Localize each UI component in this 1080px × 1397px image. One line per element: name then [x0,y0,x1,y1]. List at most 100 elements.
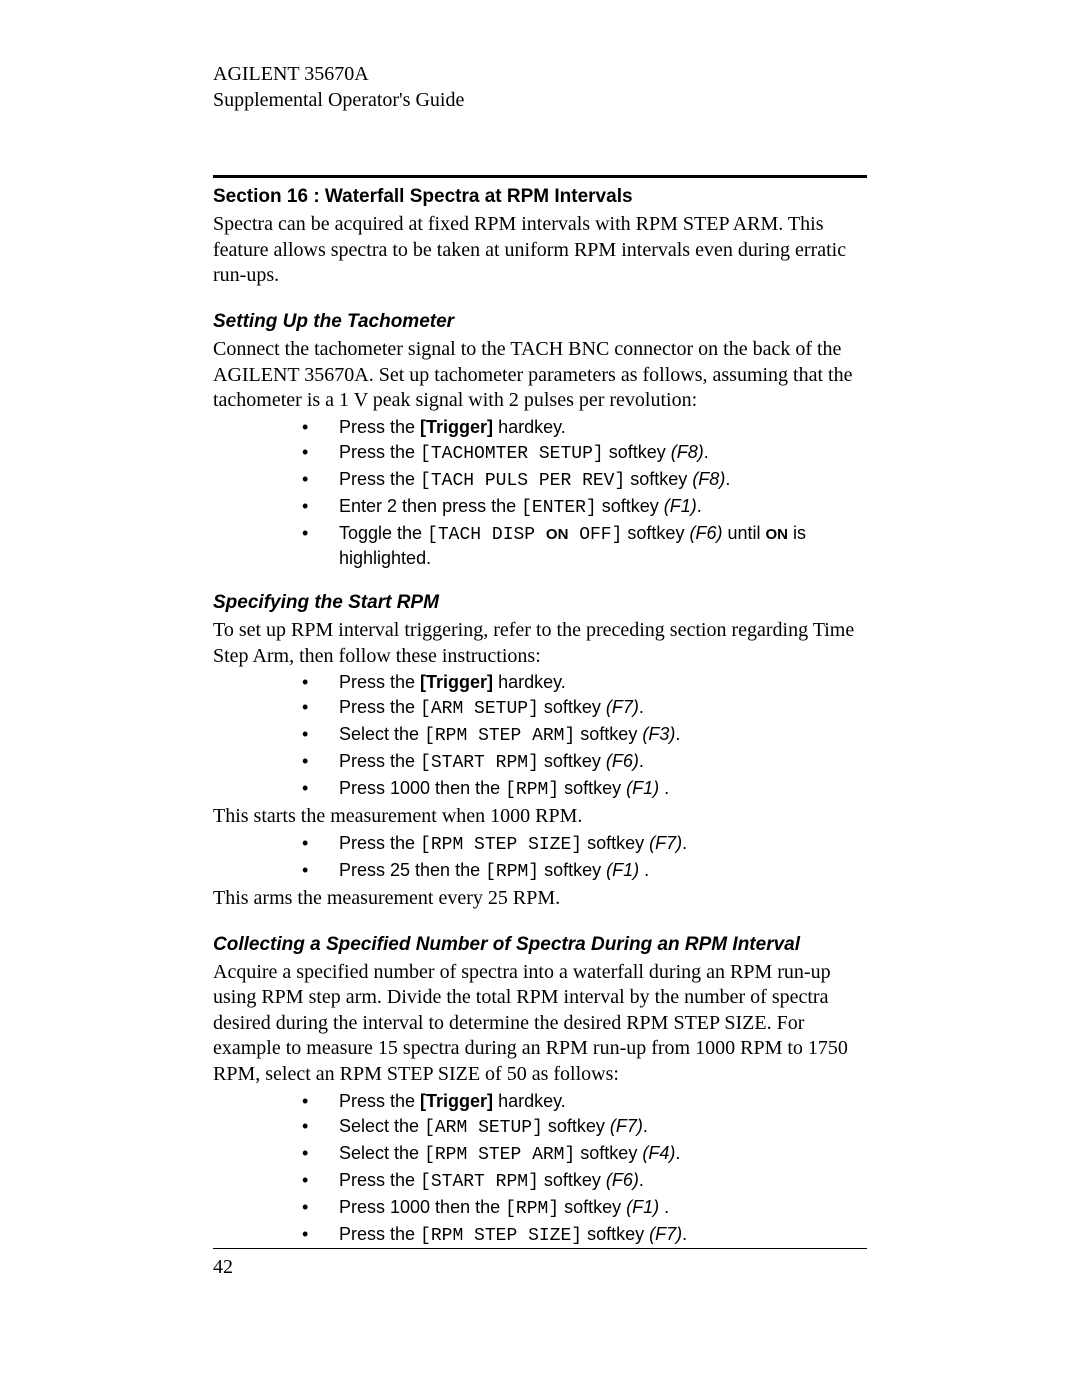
softkey: [RPM STEP SIZE] [420,1226,582,1246]
fkey: (F7) [649,1224,682,1244]
softkey: [RPM] [505,780,559,800]
step-item: Select the [ARM SETUP] softkey (F7). [339,1115,867,1140]
step-text: . [697,496,702,516]
step-text: Press 1000 then the [339,1197,505,1217]
hardkey: [Trigger] [420,672,493,692]
softkey: [ARM SETUP] [424,1118,543,1138]
subsection-title-collecting: Collecting a Specified Number of Spectra… [213,934,867,956]
step-item: Enter 2 then press the [ENTER] softkey (… [339,495,867,520]
steps-start-rpm-b: Press the [RPM STEP SIZE] softkey (F7). … [213,832,867,884]
step-item: Toggle the [TACH DISP ON OFF] softkey (F… [339,522,867,570]
section-title: Section 16 : Waterfall Spectra at RPM In… [213,186,867,208]
softkey: [RPM STEP ARM] [424,726,575,746]
step-text: . [704,442,709,462]
step-text: Toggle the [339,523,427,543]
page-header: AGILENT 35670A Supplemental Operator's G… [213,62,867,113]
step-item: Press 1000 then the [RPM] softkey (F1) . [339,777,867,802]
subsection-title-start-rpm: Specifying the Start RPM [213,592,867,614]
step-text: . [659,778,669,798]
step-item: Press 25 then the [RPM] softkey (F1) . [339,859,867,884]
step-text: softkey [539,1170,606,1190]
hardkey: [Trigger] [420,417,493,437]
step-text: Press the [339,1170,420,1190]
fkey: (F1) [606,860,639,880]
step-item: Select the [RPM STEP ARM] softkey (F4). [339,1142,867,1167]
step-text: Press the [339,697,420,717]
step-text: softkey [575,724,642,744]
steps-collecting: Press the [Trigger] hardkey. Select the … [213,1090,867,1248]
step-item: Press the [TACHOMTER SETUP] softkey (F8)… [339,441,867,466]
step-text: softkey [582,1224,649,1244]
step-text: Press the [339,833,420,853]
step-item: Press the [Trigger] hardkey. [339,416,867,439]
fkey: (F6) [606,751,639,771]
step-text: softkey [543,1116,610,1136]
step-text: Press the [339,442,420,462]
step-text: Enter 2 then press the [339,496,521,516]
step-text: . [639,1170,644,1190]
step-text: Select the [339,724,424,744]
step-text: Press 1000 then the [339,778,505,798]
step-text: softkey [582,833,649,853]
step-item: Press the [START RPM] softkey (F6). [339,750,867,775]
softkey: [START RPM] [420,753,539,773]
step-text: softkey [622,523,689,543]
horizontal-rule-top [213,175,867,178]
fkey: (F6) [606,1170,639,1190]
softkey: [ENTER] [521,498,597,518]
fkey: (F1) [664,496,697,516]
state-on: ON [765,526,788,543]
step-item: Press the [ARM SETUP] softkey (F7). [339,696,867,721]
horizontal-rule-bottom [213,1248,867,1249]
step-text: softkey [559,778,626,798]
fkey: (F4) [642,1143,675,1163]
step-text: Press the [339,672,420,692]
state-on: ON [546,526,569,543]
fkey: (F1) [626,1197,659,1217]
step-text: . [639,697,644,717]
step-text: . [639,751,644,771]
step-text: Press the [339,1224,420,1244]
fkey: (F8) [671,442,704,462]
section-intro: Spectra can be acquired at fixed RPM int… [213,212,867,289]
softkey: [RPM] [505,1199,559,1219]
fkey: (F7) [649,833,682,853]
step-text: until [722,523,765,543]
step-text: Press the [339,417,420,437]
fkey: (F6) [689,523,722,543]
step-text: hardkey. [493,1091,566,1111]
step-text: . [675,1143,680,1163]
step-text: hardkey. [493,672,566,692]
step-text: softkey [539,751,606,771]
softkey: [ARM SETUP] [420,699,539,719]
document-page: AGILENT 35670A Supplemental Operator's G… [0,0,1080,1397]
fkey: (F7) [610,1116,643,1136]
step-text: hardkey. [493,417,566,437]
step-text: . [682,833,687,853]
step-item: Press the [TACH PULS PER REV] softkey (F… [339,468,867,493]
subsection-intro-collecting: Acquire a specified number of spectra in… [213,960,867,1088]
step-item: Press the [Trigger] hardkey. [339,1090,867,1113]
step-text: . [675,724,680,744]
softkey: OFF] [568,525,622,545]
step-text: . [639,860,649,880]
step-text: Press the [339,469,420,489]
step-item: Press the [RPM STEP SIZE] softkey (F7). [339,1223,867,1248]
steps-tachometer: Press the [Trigger] hardkey. Press the [… [213,416,867,570]
header-line-1: AGILENT 35670A [213,62,867,88]
fkey: (F7) [606,697,639,717]
header-line-2: Supplemental Operator's Guide [213,88,867,114]
steps-start-rpm-a: Press the [Trigger] hardkey. Press the [… [213,671,867,802]
step-text: Press 25 then the [339,860,485,880]
softkey: [RPM STEP SIZE] [420,835,582,855]
step-text: Press the [339,1091,420,1111]
step-text: . [682,1224,687,1244]
note-arm: This arms the measurement every 25 RPM. [213,886,867,912]
subsection-intro-start-rpm: To set up RPM interval triggering, refer… [213,618,867,669]
softkey: [TACH PULS PER REV] [420,471,625,491]
subsection-intro-tachometer: Connect the tachometer signal to the TAC… [213,337,867,414]
page-number: 42 [213,1256,233,1279]
step-text: . [643,1116,648,1136]
fkey: (F8) [692,469,725,489]
step-text: softkey [559,1197,626,1217]
